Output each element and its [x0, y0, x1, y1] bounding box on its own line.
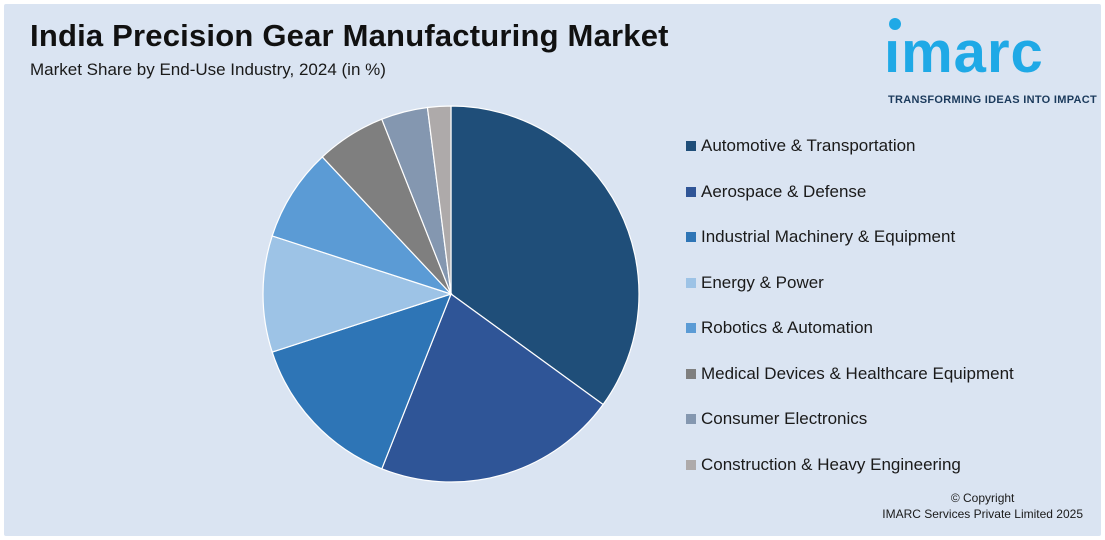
logo-wordmark: ımarc	[884, 20, 1044, 85]
legend-item: Construction & Heavy Engineering	[686, 453, 961, 477]
legend-label: Industrial Machinery & Equipment	[701, 227, 956, 246]
chart-subtitle: Market Share by End-Use Industry, 2024 (…	[30, 60, 386, 79]
legend-item: Robotics & Automation	[686, 316, 873, 340]
legend-swatch	[686, 459, 696, 470]
imarc-logo: ımarc TRANSFORMING IDEAS INTO IMPACT	[882, 16, 1098, 112]
legend-label: Energy & Power	[701, 272, 824, 292]
legend-swatch	[686, 277, 696, 288]
copyright-line-1: © Copyright	[950, 491, 1015, 505]
pie-slice-7	[426, 105, 452, 295]
pie-slice-4	[271, 156, 452, 295]
legend-item: Medical Devices & Healthcare Equipment	[686, 362, 1014, 386]
legend-swatch	[686, 323, 696, 333]
legend-swatch	[686, 368, 696, 379]
legend-item: Consumer Electronics	[686, 407, 867, 431]
pie-slice-3	[262, 235, 453, 353]
copyright-line-2: IMARC Services Private Limited 2025	[882, 507, 1083, 521]
legend-swatch	[686, 186, 696, 197]
legend-label: Consumer Electronics	[701, 409, 868, 428]
page-title: India Precision Gear Manufacturing Marke…	[30, 18, 669, 53]
legend-label: Aerospace & Defense	[701, 181, 867, 201]
legend-item: Automotive & Transportation	[686, 134, 916, 158]
pie-chart	[262, 105, 640, 483]
legend-label: Construction & Heavy Engineering	[701, 454, 961, 474]
pie-slice-1	[381, 293, 604, 483]
legend-label: Robotics & Automation	[701, 318, 873, 337]
logo-dot	[889, 18, 901, 30]
legend-item: Energy & Power	[686, 271, 824, 295]
legend-swatch	[686, 232, 696, 242]
copyright-notice: © Copyright IMARC Services Private Limit…	[882, 490, 1083, 522]
legend-item: Aerospace & Defense	[686, 180, 866, 204]
chart-frame: India Precision Gear Manufacturing Marke…	[4, 4, 1101, 536]
legend-label: Medical Devices & Healthcare Equipment	[701, 363, 1014, 383]
legend-swatch	[686, 141, 696, 151]
legend-label: Automotive & Transportation	[701, 136, 916, 155]
pie-slice-0	[450, 105, 640, 406]
legend-item: Industrial Machinery & Equipment	[686, 225, 955, 249]
legend-swatch	[686, 414, 696, 424]
logo-tagline: TRANSFORMING IDEAS INTO IMPACT	[888, 94, 1098, 106]
